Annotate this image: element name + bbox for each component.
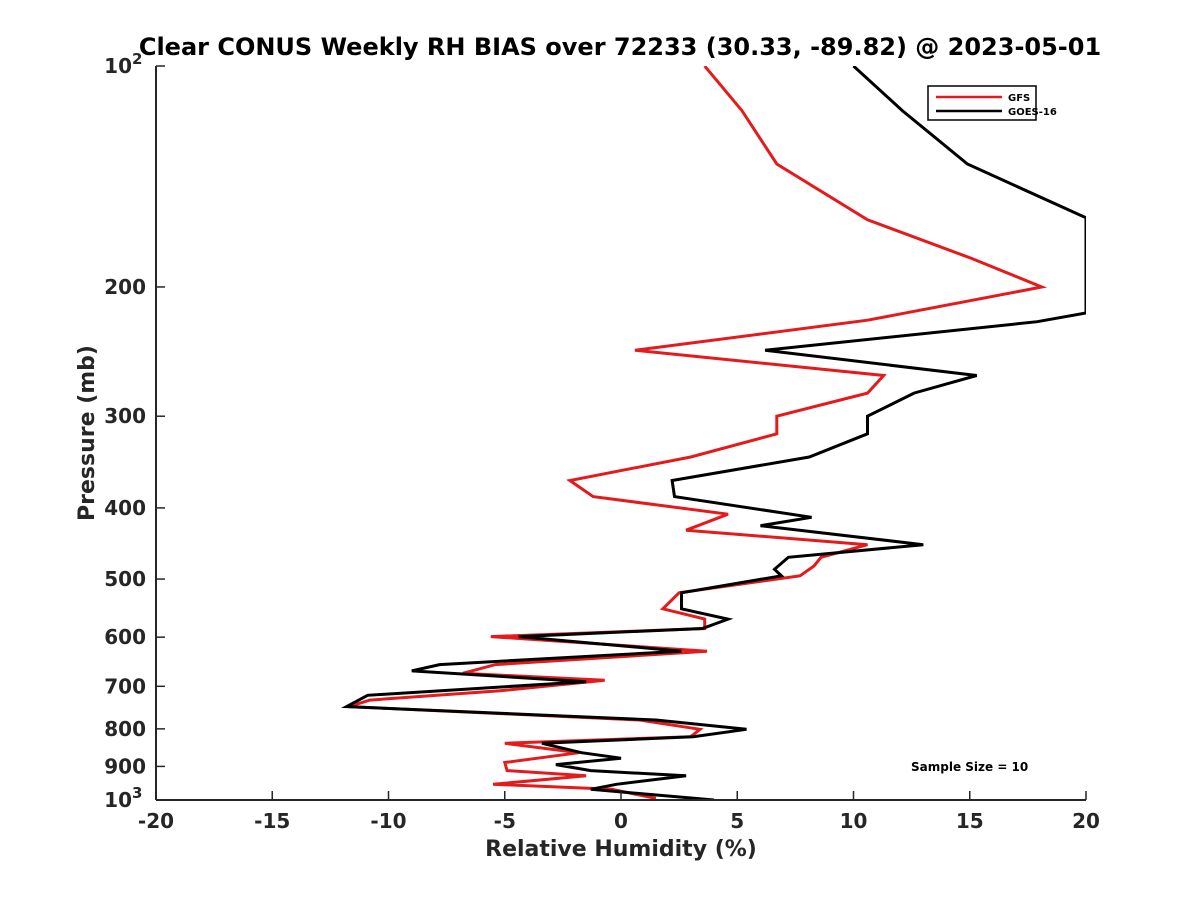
- x-tick-label: 20: [1072, 809, 1100, 833]
- chart-title: Clear CONUS Weekly RH BIAS over 72233 (3…: [139, 33, 1101, 61]
- y-axis-label: Pressure (mb): [75, 345, 100, 521]
- y-tick-label: 200: [104, 275, 146, 299]
- y-tick-label: 300: [104, 404, 146, 428]
- series-line-goes16: [341, 66, 1086, 800]
- x-tick-label: 5: [730, 809, 744, 833]
- y-tick-label: 800: [104, 717, 146, 741]
- y-tick-label: 10: [104, 54, 132, 78]
- sample-size-annotation: Sample Size = 10: [911, 760, 1028, 774]
- series-line-gfs: [348, 66, 1048, 800]
- x-tick-label: 15: [956, 809, 984, 833]
- y-tick-label: 500: [104, 567, 146, 591]
- legend: GFS GOES-16: [927, 85, 1057, 121]
- x-tick-label: -15: [254, 809, 290, 833]
- x-tick-label: 0: [614, 809, 628, 833]
- y-tick-exponent: 3: [132, 784, 142, 802]
- y-tick-label: 900: [104, 754, 146, 778]
- legend-label-goes16: GOES-16: [1008, 107, 1057, 118]
- x-tick-label: -20: [138, 809, 174, 833]
- x-axis-label: Relative Humidity (%): [485, 837, 757, 862]
- y-tick-exponent: 2: [132, 50, 142, 68]
- legend-box: [927, 85, 1037, 121]
- series-layer: [341, 66, 1086, 800]
- y-tick-label: 600: [104, 625, 146, 649]
- x-tick-label: -10: [370, 809, 406, 833]
- x-tick-label: -5: [494, 809, 516, 833]
- y-tick-label: 700: [104, 674, 146, 698]
- legend-label-gfs: GFS: [1008, 93, 1030, 104]
- y-tick-label: 400: [104, 496, 146, 520]
- x-tick-layer: -20 -15 -10 -5 0 5 10 15 20: [138, 791, 1100, 833]
- x-tick-label: 10: [840, 809, 868, 833]
- y-tick-label: 10: [104, 788, 132, 812]
